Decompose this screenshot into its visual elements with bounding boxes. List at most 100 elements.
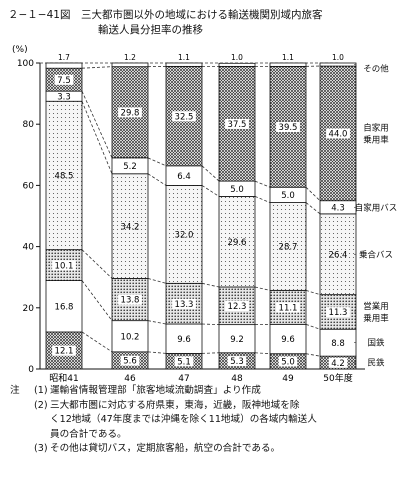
value-label: 12.1 [55, 347, 74, 357]
bar-segment [45, 62, 83, 69]
connector-lines [40, 62, 340, 357]
value-labels: 12.1 5.6 5.1 5.3 5.0 4.2 16.8 10.2 9.6 9.2 9.6 8.8 1… [52, 53, 350, 369]
axis-layer: (%) 0 20 40 60 80 100 昭和41 46 47 48 49 50年度 [12, 45, 365, 384]
bar-segment [165, 62, 203, 67]
connector-line [201, 282, 220, 288]
value-label: 29.8 [121, 108, 140, 118]
value-label: 29.6 [228, 238, 247, 248]
note-2-cont-1: く12地域（47年度までは沖縄を除く11地域）の各域内輸送人 [50, 414, 317, 425]
value-label: 44.0 [329, 130, 348, 140]
value-label: 7.5 [57, 76, 71, 86]
value-label: 32.0 [175, 231, 194, 241]
bar-segment [319, 328, 357, 357]
series-label: 乗用車 [363, 313, 389, 324]
y-tick-label: 60 [23, 181, 35, 191]
value-label-bg [225, 301, 249, 312]
chart-title-line1: ２−１−41図 三大都市圏以外の地域における輸送機関別域内旅客 [8, 9, 323, 21]
bar-segment [269, 62, 307, 67]
connector-line [81, 280, 113, 321]
bar-segment [319, 62, 357, 67]
value-label: 10.2 [121, 332, 140, 342]
value-label: 1.0 [332, 53, 344, 62]
connector-line [81, 90, 113, 159]
bar-segment [269, 202, 307, 291]
series-label: 自家用バス [355, 202, 398, 213]
connector-line [201, 352, 220, 354]
value-label-bg [276, 302, 300, 313]
value-label-bg [52, 260, 76, 271]
value-label: 1.1 [282, 53, 294, 62]
value-label: 8.8 [331, 339, 345, 349]
value-label: 1.7 [58, 53, 70, 62]
bar-layer [45, 62, 357, 370]
connector-line [81, 249, 113, 279]
connector-line [254, 196, 271, 203]
value-label: 4.3 [331, 203, 345, 213]
y-tick-label: 20 [23, 304, 35, 314]
value-label-bg [54, 74, 74, 85]
x-tick-label: 49 [282, 374, 294, 384]
series-label: 民鉄 [367, 358, 385, 369]
y-axis-unit: (%) [12, 45, 28, 55]
value-label: 37.5 [228, 120, 247, 130]
series-label: 乗合バス [359, 249, 393, 260]
notes: 注 (1) 運輸省情報管理部「旅客地域流動調査」より作成 (2) 三大都市圏に対… [10, 384, 317, 457]
bar-segment [45, 100, 83, 251]
value-label: 11.3 [329, 308, 348, 318]
value-label-bg [276, 122, 300, 133]
connector-line [147, 278, 167, 284]
note-2-text: 三大都市圏に対応する府県東，東海，近畿，阪神地域を除 [50, 399, 300, 411]
notes-lead: 注 [10, 385, 20, 396]
series-label: 乗用車 [363, 134, 389, 145]
value-label: 9.2 [230, 335, 244, 345]
value-label: 28.7 [279, 243, 298, 253]
connector-line [147, 173, 167, 186]
note-3-number: (3) [34, 443, 48, 454]
connector-line [201, 323, 220, 326]
connector-line [305, 353, 321, 357]
bar-segment [218, 65, 256, 182]
value-label: 13.8 [121, 296, 140, 306]
series-label: 営業用 [363, 301, 389, 312]
value-label: 5.0 [281, 358, 295, 368]
series-label: その他 [363, 64, 389, 75]
connector-line [254, 180, 271, 188]
x-tick-label: 48 [231, 374, 243, 384]
value-label-bg [52, 345, 76, 356]
y-tick-label: 40 [23, 243, 35, 253]
connector-line [305, 202, 321, 215]
connector-line [81, 101, 113, 174]
note-1-text: 運輸省情報管理部「旅客地域流動調査」より作成 [50, 385, 261, 396]
value-label-bg [118, 107, 142, 118]
value-label: 4.2 [331, 359, 345, 369]
value-label: 11.1 [279, 304, 298, 314]
value-label-bg [172, 298, 196, 309]
bar-segment [111, 173, 149, 279]
connector-line [201, 165, 220, 182]
x-tick-label: 47 [178, 374, 189, 384]
value-label: 10.1 [55, 261, 74, 271]
value-label: 16.8 [55, 302, 74, 312]
value-label: 5.1 [177, 357, 191, 367]
y-tick-label: 100 [17, 59, 34, 69]
note-2-cont-2: 員の合計である。 [50, 428, 127, 440]
connector-line [147, 157, 167, 167]
value-label-bg [120, 355, 140, 366]
chart-title: ２−１−41図 三大都市圏以外の地域における輸送機関別域内旅客 輸送人員分担率の… [8, 8, 322, 38]
value-label-bg [278, 356, 298, 367]
connector-line [81, 331, 113, 353]
value-label: 13.3 [175, 300, 194, 310]
bar-segment [218, 62, 256, 67]
value-label: 39.5 [279, 123, 298, 133]
bar-segment [319, 213, 357, 296]
value-label: 3.3 [57, 92, 71, 102]
connector-line [305, 186, 321, 201]
connector-line [305, 323, 321, 330]
value-label: 48.5 [55, 172, 74, 182]
value-label-bg [225, 118, 249, 129]
value-label: 34.2 [121, 222, 140, 232]
value-label: 9.6 [281, 335, 295, 345]
x-tick-label: 46 [124, 374, 136, 384]
value-label-bg [118, 294, 142, 305]
